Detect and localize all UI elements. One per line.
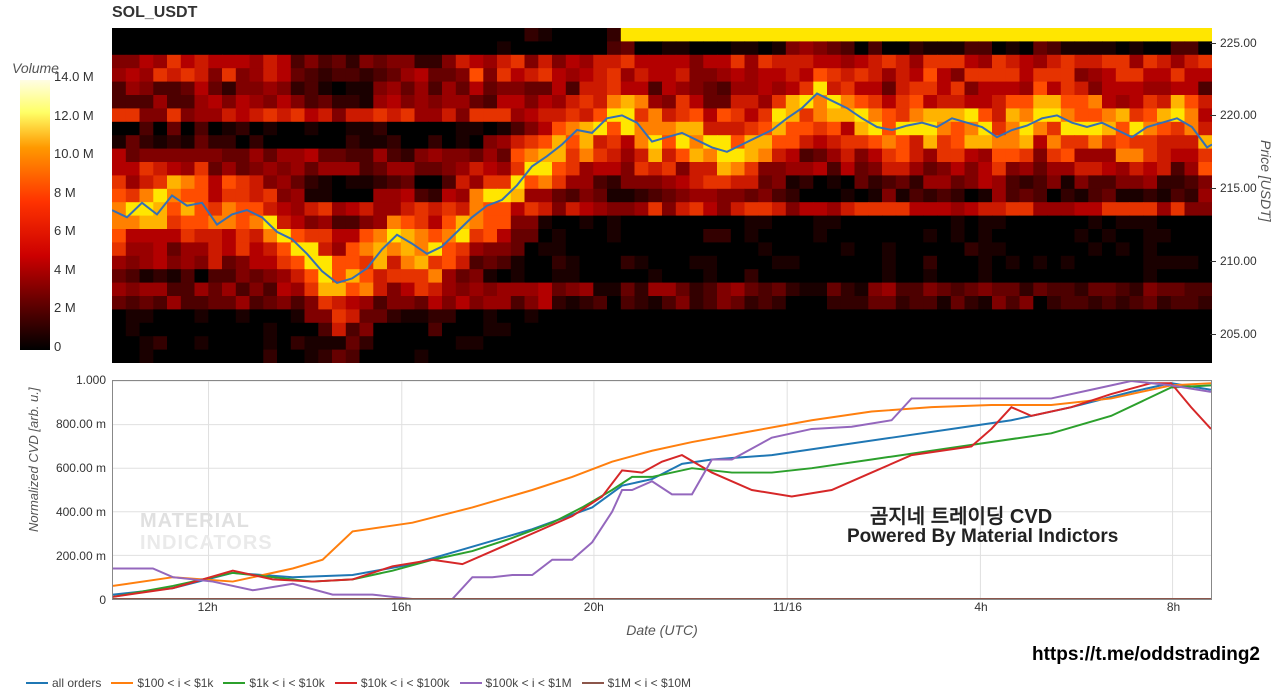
cvd-chart [112,380,1212,600]
chart-title: SOL_USDT [112,4,197,22]
source-url: https://t.me/oddstrading2 [1032,644,1260,666]
x-tick: 12h [198,600,218,614]
heatmap-chart [112,28,1212,363]
price-tick: 210.00 [1220,254,1257,268]
x-axis-label: Date (UTC) [112,622,1212,638]
x-tick: 11/16 [773,600,802,614]
legend-label: $100 < i < $1k [137,676,213,690]
legend-item: $100 < i < $1k [111,676,213,690]
colorbar-tick: 4 M [54,262,76,277]
price-tick: 220.00 [1220,108,1257,122]
colorbar-tick: 6 M [54,223,76,238]
volume-colorbar [20,80,50,350]
legend-swatch [582,682,604,684]
legend-label: $1M < i < $10M [608,676,691,690]
cvd-y-label: Normalized CVD [arb. u.] [26,388,41,533]
x-tick: 20h [584,600,604,614]
colorbar-tick: 8 M [54,185,76,200]
legend-item: $1M < i < $10M [582,676,691,690]
x-tick: 4h [974,600,987,614]
colorbar-tick: 0 [54,339,61,354]
legend-swatch [111,682,133,684]
cvd-y-tick: 0 [46,593,106,607]
colorbar-tick: 12.0 M [54,108,94,123]
legend-item: $10k < i < $100k [335,676,450,690]
legend-item: $100k < i < $1M [460,676,572,690]
price-axis-label: Price [USDT] [1258,140,1274,222]
legend-swatch [460,682,482,684]
price-tick: 225.00 [1220,36,1257,50]
cvd-y-tick: 200.00 m [46,549,106,563]
colorbar-tick: 2 M [54,300,76,315]
legend-label: $1k < i < $10k [249,676,324,690]
x-tick: 16h [391,600,411,614]
cvd-y-ticks: 1.000800.00 m600.00 m400.00 m200.00 m0 [50,380,110,600]
legend-label: all orders [52,676,101,690]
x-tick: 8h [1167,600,1180,614]
legend: all orders $100 < i < $1k $1k < i < $10k $1… [26,676,691,690]
cvd-y-tick: 1.000 [46,373,106,387]
legend-swatch [223,682,245,684]
cvd-y-tick: 400.00 m [46,505,106,519]
legend-swatch [335,682,357,684]
legend-label: $10k < i < $100k [361,676,450,690]
price-tick: 205.00 [1220,327,1257,341]
cvd-y-tick: 600.00 m [46,461,106,475]
price-tick: 215.00 [1220,181,1257,195]
x-axis-ticks: 12h 16h 20h 11/16 4h 8h [112,600,1212,620]
legend-item: $1k < i < $10k [223,676,324,690]
colorbar-tick: 10.0 M [54,146,94,161]
legend-label: $100k < i < $1M [486,676,572,690]
legend-swatch [26,682,48,684]
legend-item: all orders [26,676,101,690]
colorbar-tick: 14.0 M [54,69,94,84]
cvd-y-tick: 800.00 m [46,417,106,431]
volume-axis-label: Volume [12,60,59,76]
